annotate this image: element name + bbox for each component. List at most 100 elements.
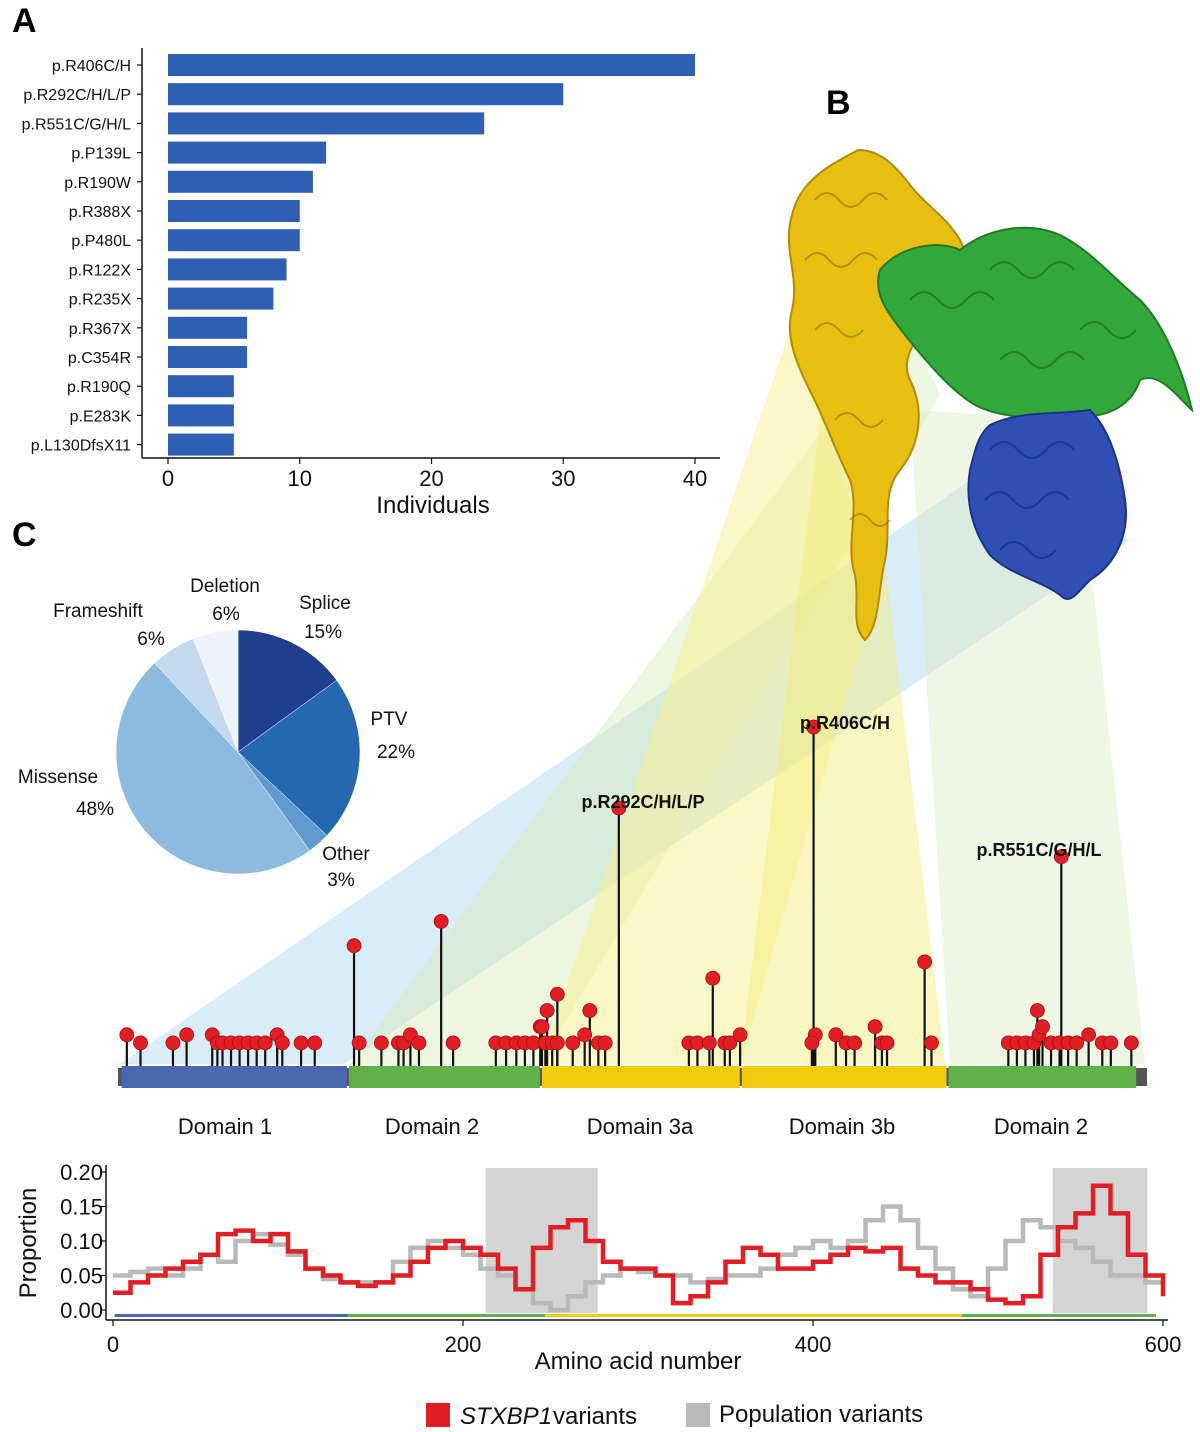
domain-bar bbox=[118, 1066, 1147, 1088]
label-r292: p.R292C/H/L/P bbox=[581, 792, 704, 812]
bar-8 bbox=[168, 287, 274, 310]
lollipop-head-58 bbox=[1069, 1035, 1085, 1051]
lollipop-head-61 bbox=[1103, 1035, 1119, 1051]
pie-label-splice: Splice bbox=[299, 593, 351, 614]
pie-chart: Deletion 6% Frameshift 6% Splice 15% PTV… bbox=[18, 576, 415, 891]
bar-category-label-12: p.E283K bbox=[70, 408, 132, 425]
lollipop-head-41 bbox=[732, 1027, 748, 1043]
projection-cone-2 bbox=[540, 330, 880, 1064]
bar-11 bbox=[168, 375, 234, 398]
label-r406: p.R406C/H bbox=[800, 713, 890, 733]
legend-label-variants-gene: STXBP1 bbox=[460, 1403, 552, 1430]
domain-strip-4 bbox=[961, 1314, 1156, 1317]
line-chart: 0.00 0.05 0.10 0.15 0.20 0 200 400 600 Amino ac… bbox=[15, 1160, 1181, 1375]
panel-letter-a: A bbox=[12, 2, 37, 40]
legend-swatch-population bbox=[686, 1403, 710, 1427]
line-y-tick-label-2: 0.10 bbox=[60, 1229, 103, 1254]
bar-category-label-7: p.R122X bbox=[69, 262, 132, 279]
lollipop-head-64 bbox=[433, 914, 449, 929]
domain-segment-3 bbox=[741, 1066, 947, 1088]
panel-letter-c: C bbox=[12, 516, 37, 554]
lollipop-head-11 bbox=[257, 1035, 273, 1051]
pie-label-missense: Missense bbox=[18, 767, 98, 788]
bar-1 bbox=[168, 83, 564, 106]
bar-category-labels: p.R406C/H p.R292C/H/L/P p.R551C/G/H/L p.P13… bbox=[22, 58, 142, 455]
label-r551: p.R551C/G/H/L bbox=[976, 840, 1101, 860]
bar-4 bbox=[168, 170, 313, 193]
lollipop-head-0 bbox=[119, 1027, 135, 1043]
domain-strip-3 bbox=[750, 1314, 962, 1317]
line-x-tick-label-0: 0 bbox=[107, 1332, 119, 1357]
lollipop-head-65 bbox=[705, 970, 721, 986]
pie-slices bbox=[115, 629, 361, 875]
domain-segment-0 bbox=[121, 1066, 347, 1088]
line-y-tick-label-0: 0.00 bbox=[60, 1298, 103, 1323]
pie-label-ptv: PTV bbox=[371, 709, 408, 730]
lollipop-head-17 bbox=[373, 1035, 389, 1051]
lollipop-head-70 bbox=[804, 1035, 820, 1051]
lollipop-head-69 bbox=[577, 1027, 593, 1043]
lollipop-head-21 bbox=[411, 1035, 427, 1051]
lollipop-head-67 bbox=[539, 1003, 555, 1018]
pie-pct-deletion: 6% bbox=[212, 604, 240, 625]
bar-6 bbox=[168, 229, 300, 252]
bar-7 bbox=[168, 258, 287, 281]
domain-1-structure bbox=[967, 408, 1127, 600]
bar-category-label-8: p.R235X bbox=[69, 292, 132, 309]
pie-slice-ptv bbox=[237, 679, 361, 836]
bar-x-axis-title: Individuals bbox=[376, 492, 489, 519]
lollipop-head-73 bbox=[1029, 1003, 1045, 1018]
bar-chart: 0 10 20 30 40 p.R406C/H p.R292C/H/L/P p.R551C/… bbox=[22, 48, 720, 519]
pie-pct-ptv: 22% bbox=[377, 742, 415, 763]
lollipop-plot: p.R406C/H p.R292C/H/L/P p.R551C/G/H/L Do… bbox=[118, 713, 1147, 1139]
pie-slice-deletion bbox=[192, 629, 239, 753]
lollipop-head-2 bbox=[165, 1035, 181, 1051]
lollipop-head-43 bbox=[828, 1027, 844, 1043]
bar-category-label-13: p.L130DfsX11 bbox=[31, 438, 131, 455]
domain-label-2a: Domain 2 bbox=[385, 1114, 479, 1139]
domain-strip-1 bbox=[347, 1314, 546, 1317]
lollipop-head-74 bbox=[806, 719, 821, 735]
bar-x-ticks: 0 10 20 30 40 bbox=[162, 458, 707, 491]
bar-category-label-2: p.R551C/G/H/L bbox=[22, 116, 131, 133]
series-line-variants bbox=[113, 1183, 1166, 1306]
bar-category-label-5: p.R388X bbox=[69, 204, 132, 221]
bar-12 bbox=[168, 404, 234, 427]
lollipop-head-46 bbox=[867, 1019, 883, 1035]
lollipop-head-75 bbox=[611, 800, 627, 816]
lollipop-head-13 bbox=[274, 1035, 290, 1051]
bar-x-tick-label-2: 20 bbox=[419, 466, 443, 491]
lollipop-head-35 bbox=[597, 1035, 613, 1051]
lollipop-heads bbox=[119, 719, 1139, 1051]
lollipop-head-68 bbox=[534, 1019, 550, 1035]
lollipop-head-15 bbox=[307, 1035, 323, 1051]
line-x-tick-label-3: 600 bbox=[1145, 1332, 1182, 1357]
line-y-tick-label-1: 0.05 bbox=[60, 1264, 103, 1289]
pie-slice-missense bbox=[115, 662, 311, 875]
shaded-region-0 bbox=[485, 1168, 598, 1313]
legend-label-variants-word: variants bbox=[553, 1403, 637, 1430]
lollipop-head-16 bbox=[351, 1035, 367, 1051]
projection-cone-0 bbox=[120, 470, 1130, 1064]
pie-pct-splice: 15% bbox=[304, 622, 342, 643]
domain-strip-0 bbox=[114, 1314, 348, 1317]
lollipop-head-33 bbox=[582, 1003, 598, 1018]
bar-5 bbox=[168, 200, 300, 222]
lollipop-head-66 bbox=[549, 986, 565, 1002]
protein-structure-illustration bbox=[787, 148, 1194, 642]
domain-strip bbox=[114, 1314, 1156, 1317]
lollipop-head-49 bbox=[924, 1035, 939, 1051]
bar-category-label-11: p.R190Q bbox=[67, 379, 131, 396]
lollipop-head-76 bbox=[1053, 849, 1069, 864]
bar-category-label-3: p.P139L bbox=[71, 146, 131, 163]
projection-cones bbox=[120, 320, 1145, 1064]
bar-x-tick-label-3: 30 bbox=[551, 466, 575, 491]
line-x-tick-label-2: 400 bbox=[795, 1332, 832, 1357]
bar-x-tick-label-0: 0 bbox=[162, 466, 174, 491]
pie-label-other: Other bbox=[322, 844, 370, 865]
bar-x-tick-label-4: 40 bbox=[683, 466, 707, 491]
lollipop-head-72 bbox=[1035, 1019, 1050, 1035]
lollipop-head-38 bbox=[701, 1035, 717, 1051]
lollipop-head-48 bbox=[879, 1035, 895, 1051]
legend: STXBP1 variants Population variants bbox=[426, 1401, 923, 1430]
